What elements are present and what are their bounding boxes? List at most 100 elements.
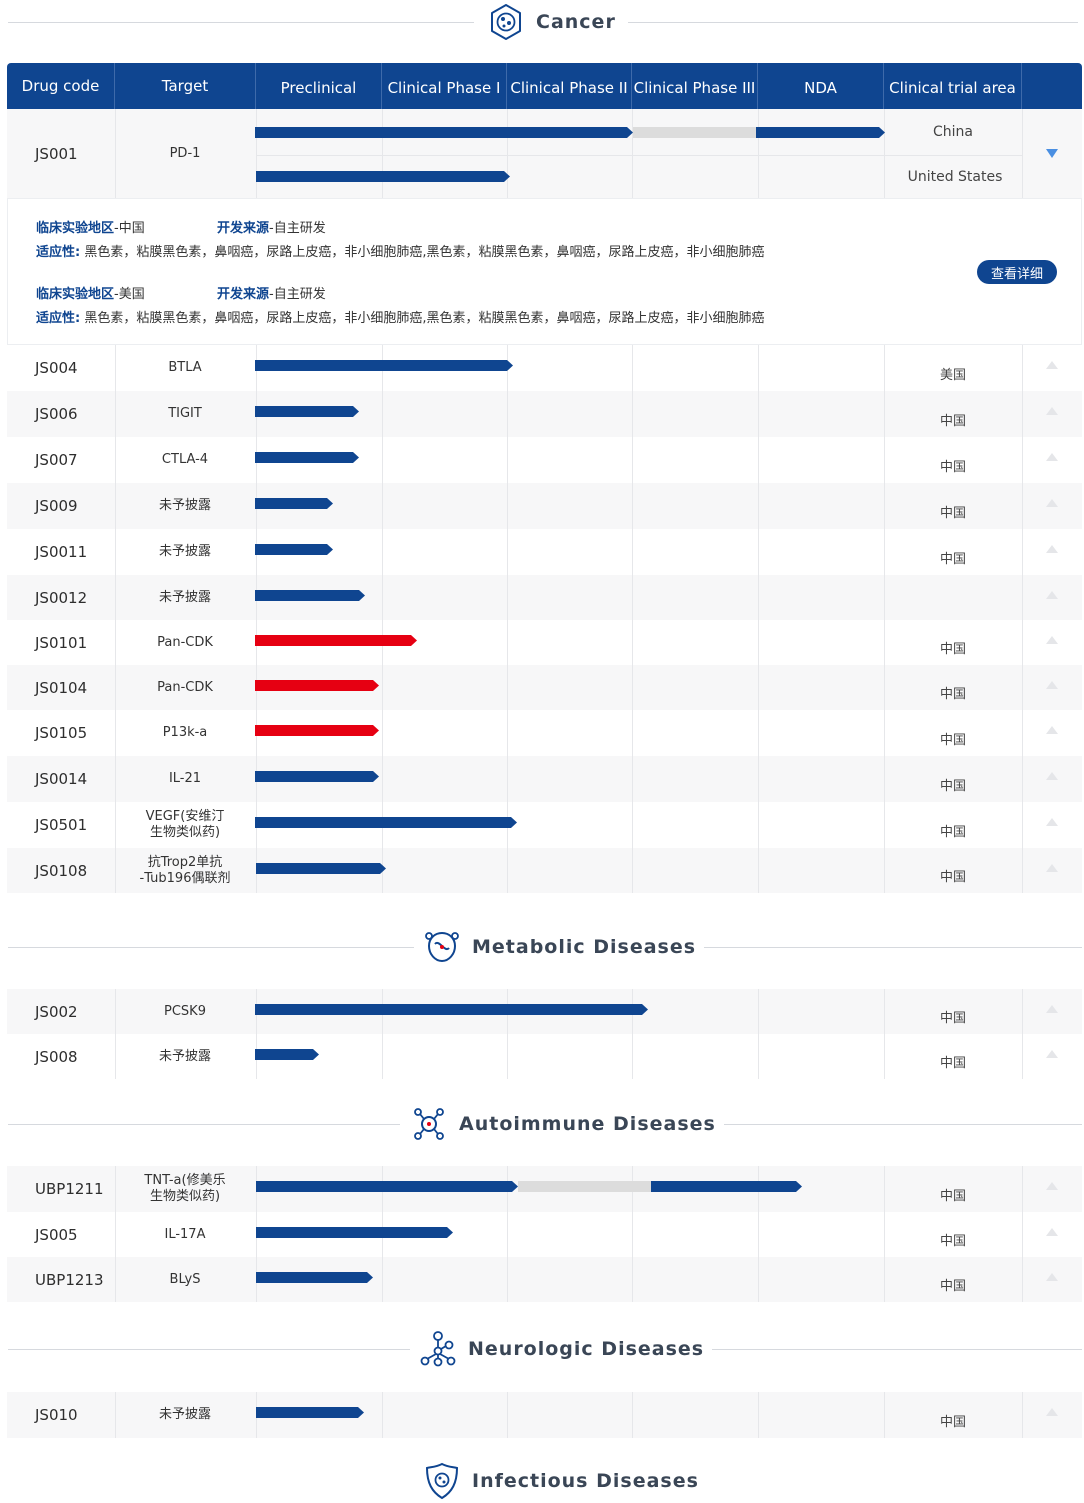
table-row-js001[interactable]: JS001 PD-1 China United States xyxy=(7,109,1082,198)
target: PD-1 xyxy=(169,145,201,161)
drug-code: JS004 xyxy=(35,359,78,377)
chevron-up-icon xyxy=(1045,453,1058,461)
table-row[interactable]: JS0104 Pan-CDK 中国 xyxy=(7,665,1082,710)
progress-bar xyxy=(255,817,517,828)
expand-toggle[interactable] xyxy=(1021,1257,1082,1302)
infectious-icon xyxy=(425,1462,459,1500)
expand-toggle[interactable] xyxy=(1021,483,1082,529)
target: BTLA xyxy=(168,360,202,375)
table-row[interactable]: JS006 TIGIT 中国 xyxy=(7,391,1082,437)
expand-toggle[interactable] xyxy=(1021,1212,1082,1257)
drug-code: JS0501 xyxy=(35,816,88,834)
drug-code: JS001 xyxy=(35,144,78,163)
drug-code: JS006 xyxy=(35,405,78,423)
header-drug-code: Drug code xyxy=(7,63,115,109)
progress-bar xyxy=(255,360,513,371)
pipeline-table-header: Drug code Target Preclinical Clinical Ph… xyxy=(7,63,1082,109)
detail-area-label: 临床实验地区 xyxy=(36,221,115,236)
table-row[interactable]: JS0108 抗Trop2单抗 -Tub196偶联剂 中国 xyxy=(7,848,1082,893)
table-row[interactable]: JS008 未予披露 中国 xyxy=(7,1034,1082,1079)
chevron-up-icon xyxy=(1045,407,1058,415)
progress-bar xyxy=(256,863,386,874)
table-row[interactable]: JS0501 VEGF(安维汀 生物类似药) 中国 xyxy=(7,802,1082,848)
progress-bar xyxy=(255,725,379,736)
target: 未予披露 xyxy=(158,1407,211,1422)
expand-toggle[interactable] xyxy=(1021,1166,1082,1212)
expand-toggle[interactable] xyxy=(1021,620,1082,665)
table-row[interactable]: JS0101 Pan-CDK 中国 xyxy=(7,620,1082,665)
progress-bar xyxy=(255,635,417,646)
expand-toggle[interactable] xyxy=(1021,1034,1082,1079)
expand-toggle[interactable] xyxy=(1021,848,1082,893)
expand-toggle[interactable] xyxy=(1021,345,1082,391)
expand-toggle[interactable] xyxy=(1021,391,1082,437)
detail-source-label: 开发来源 xyxy=(217,287,270,302)
chevron-up-icon xyxy=(1045,1408,1058,1416)
chevron-up-icon xyxy=(1045,361,1058,369)
expand-toggle[interactable] xyxy=(1021,529,1082,575)
detail-source-value: -自主研发 xyxy=(269,287,326,302)
clinical-trial-area: 中国 xyxy=(939,413,966,429)
table-row[interactable]: JS002 PCSK9 中国 xyxy=(7,989,1082,1034)
clinical-trial-area: 中国 xyxy=(939,1011,966,1026)
table-row[interactable]: JS0105 P13k-a 中国 xyxy=(7,710,1082,756)
target: CTLA-4 xyxy=(161,452,209,467)
progress-bar xyxy=(255,452,359,463)
chevron-up-icon xyxy=(1045,818,1058,826)
header-phase1: Clinical Phase I xyxy=(382,63,507,109)
section-title-neurologic: Neurologic Diseases xyxy=(0,1327,1084,1371)
target: 未予披露 xyxy=(158,544,211,559)
table-row[interactable]: JS0014 IL-21 中国 xyxy=(7,756,1082,802)
expand-toggle[interactable] xyxy=(1021,802,1082,848)
target: TIGIT xyxy=(168,406,202,421)
section-title-autoimmune: Autoimmune Diseases xyxy=(0,1102,1084,1146)
expand-toggle[interactable] xyxy=(1021,989,1082,1034)
detail-area-value: -美国 xyxy=(114,287,145,302)
drug-code: JS007 xyxy=(35,451,78,469)
detail-indication-value: 黑色素，粘膜黑色素，鼻咽癌，尿路上皮癌，非小细胞肺癌,黑色素，粘膜黑色素，鼻咽癌… xyxy=(84,245,765,260)
table-row[interactable]: JS0011 未予披露 中国 xyxy=(7,529,1082,575)
header-phase2: Clinical Phase II xyxy=(507,63,632,109)
target: VEGF(安维汀 生物类似药) xyxy=(145,809,225,840)
collapse-toggle[interactable] xyxy=(1021,109,1082,198)
clinical-trial-area: 中国 xyxy=(939,505,966,521)
expand-toggle[interactable] xyxy=(1021,665,1082,710)
table-row[interactable]: JS005 IL-17A 中国 xyxy=(7,1212,1082,1257)
chevron-up-icon xyxy=(1045,863,1058,872)
section-title-text: Neurologic Diseases xyxy=(468,1338,705,1360)
table-row[interactable]: UBP1213 BLyS 中国 xyxy=(7,1257,1082,1302)
target: Pan-CDK xyxy=(157,679,213,695)
expand-toggle[interactable] xyxy=(1021,756,1082,802)
target: BLyS xyxy=(169,1271,201,1287)
clinical-trial-area: 中国 xyxy=(939,1279,966,1294)
table-row[interactable]: JS0012 未予披露 xyxy=(7,575,1082,620)
expand-toggle[interactable] xyxy=(1021,575,1082,620)
view-details-button[interactable]: 查看详细 xyxy=(977,260,1057,284)
drug-code: JS0014 xyxy=(35,770,88,788)
table-row[interactable]: JS007 CTLA-4 中国 xyxy=(7,437,1082,483)
expand-toggle[interactable] xyxy=(1021,710,1082,756)
clinical-trial-area: 中国 xyxy=(939,1188,966,1204)
target: IL-21 xyxy=(168,771,202,786)
drug-code: JS0101 xyxy=(35,633,88,652)
drug-code: JS0105 xyxy=(35,724,88,742)
table-row[interactable]: JS010 未予披露 中国 xyxy=(7,1392,1082,1438)
expand-toggle[interactable] xyxy=(1021,1392,1082,1438)
section-title-text: Infectious Diseases xyxy=(472,1470,699,1492)
table-row[interactable]: JS009 未予披露 中国 xyxy=(7,483,1082,529)
clinical-trial-area: 美国 xyxy=(939,367,966,383)
clinical-trial-area: 中国 xyxy=(939,1234,966,1249)
clinical-trial-area: 中国 xyxy=(939,732,966,748)
autoimmune-icon xyxy=(414,1108,444,1140)
expand-toggle[interactable] xyxy=(1021,437,1082,483)
detail-area-value: -中国 xyxy=(114,221,145,236)
table-row[interactable]: JS004 BTLA 美国 xyxy=(7,345,1082,391)
detail-panel-js001: 临床实验地区-中国 开发来源-自主研发 适应性: 黑色素，粘膜黑色素，鼻咽癌，尿… xyxy=(7,198,1082,345)
table-row[interactable]: UBP1211 TNT-a(修美乐 生物类似药) 中国 xyxy=(7,1166,1082,1212)
progress-bar xyxy=(651,1181,802,1192)
section-title-text: Metabolic Diseases xyxy=(472,936,697,958)
clinical-trial-area: 中国 xyxy=(939,870,966,885)
drug-code: JS0011 xyxy=(35,543,88,561)
drug-code: JS009 xyxy=(35,497,78,515)
chevron-up-icon xyxy=(1045,726,1058,734)
